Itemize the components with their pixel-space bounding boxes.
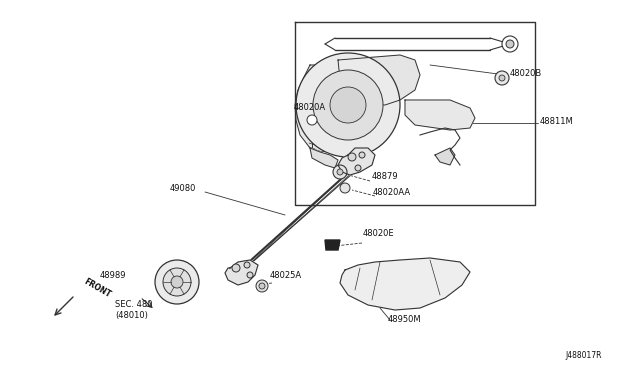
Circle shape xyxy=(499,75,505,81)
Circle shape xyxy=(163,268,191,296)
Circle shape xyxy=(232,264,240,272)
Text: 49080: 49080 xyxy=(170,183,196,192)
Text: 48950M: 48950M xyxy=(388,315,422,324)
Circle shape xyxy=(313,70,383,140)
Polygon shape xyxy=(295,65,340,152)
Text: 48025A: 48025A xyxy=(270,272,302,280)
Text: SEC. 480
(48010): SEC. 480 (48010) xyxy=(115,300,152,320)
Circle shape xyxy=(495,71,509,85)
Circle shape xyxy=(247,272,253,278)
Text: 48020E: 48020E xyxy=(363,229,395,238)
Circle shape xyxy=(259,283,265,289)
Polygon shape xyxy=(338,55,420,105)
Text: 48989: 48989 xyxy=(100,270,127,279)
Circle shape xyxy=(502,36,518,52)
Circle shape xyxy=(337,169,343,175)
Polygon shape xyxy=(310,148,338,168)
Circle shape xyxy=(330,87,366,123)
Text: 48020B: 48020B xyxy=(510,68,542,77)
Circle shape xyxy=(307,115,317,125)
Polygon shape xyxy=(325,240,340,250)
Polygon shape xyxy=(225,260,258,285)
Polygon shape xyxy=(340,258,470,310)
Circle shape xyxy=(359,152,365,158)
Circle shape xyxy=(171,276,183,288)
Text: 48879: 48879 xyxy=(372,171,399,180)
Text: 48020A: 48020A xyxy=(294,103,326,112)
Circle shape xyxy=(244,262,250,268)
Text: J488017R: J488017R xyxy=(565,352,602,360)
Circle shape xyxy=(355,165,361,171)
Text: FRONT: FRONT xyxy=(82,277,112,299)
Polygon shape xyxy=(338,148,375,175)
Circle shape xyxy=(155,260,199,304)
Circle shape xyxy=(256,280,268,292)
Circle shape xyxy=(506,40,514,48)
Text: 48811M: 48811M xyxy=(540,116,573,125)
Text: 48020AA: 48020AA xyxy=(373,187,411,196)
Polygon shape xyxy=(435,148,455,165)
Polygon shape xyxy=(405,100,475,130)
Circle shape xyxy=(340,183,350,193)
Circle shape xyxy=(348,153,356,161)
Circle shape xyxy=(296,53,400,157)
Circle shape xyxy=(333,165,347,179)
